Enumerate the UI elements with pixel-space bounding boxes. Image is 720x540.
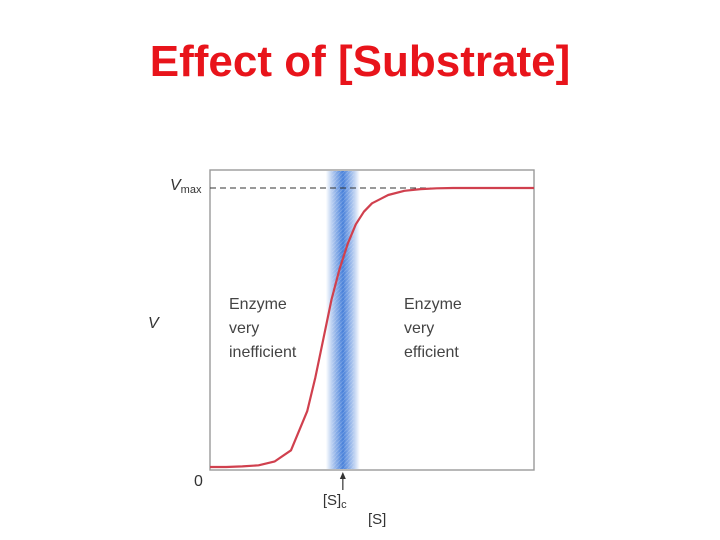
y-axis-label: V — [148, 315, 160, 332]
vmax-label-sub: max — [181, 184, 202, 196]
critical-concentration-label-sub: c — [341, 499, 347, 511]
annotation-inefficient: Enzyme very inefficient — [229, 296, 297, 361]
vmax-label: Vmax — [170, 177, 202, 196]
x-axis-label: [S] — [368, 511, 386, 528]
slide-title: Effect of [Substrate] — [149, 37, 571, 86]
velocity-curve — [210, 186, 534, 469]
critical-concentration-label: [S]c — [323, 492, 347, 511]
annotation-efficient-line-3: efficient — [404, 344, 459, 361]
annotation-efficient: Enzyme very efficient — [404, 296, 466, 361]
vmax-label-main: V — [170, 177, 182, 194]
plot-frame — [209, 169, 535, 471]
annotation-inefficient-line-2: very — [229, 320, 259, 337]
critical-concentration-band-texture — [331, 171, 354, 469]
annotation-inefficient-line-1: Enzyme — [229, 296, 287, 313]
y-tick-label-0: 0 — [194, 473, 203, 490]
critical-concentration-arrow-head — [339, 472, 346, 479]
critical-concentration-label-main: [S] — [323, 492, 341, 509]
annotation-efficient-line-2: very — [404, 320, 434, 337]
annotation-inefficient-line-3: inefficient — [229, 344, 297, 361]
annotation-efficient-line-1: Enzyme — [404, 296, 462, 313]
